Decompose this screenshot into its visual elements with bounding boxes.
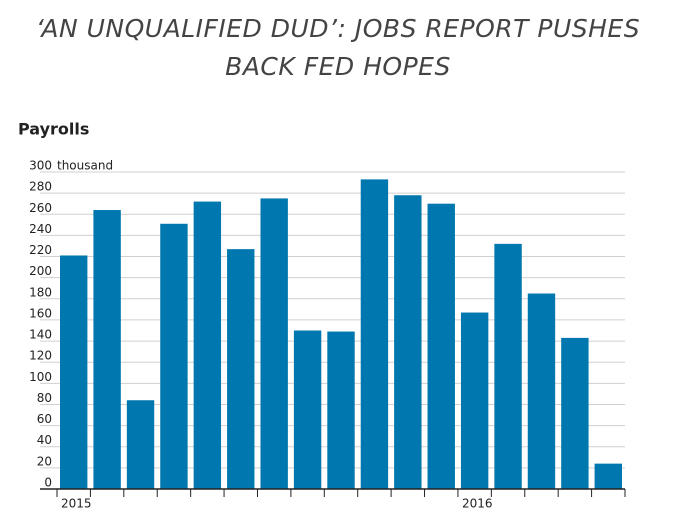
- bar: [327, 331, 355, 489]
- bar: [193, 201, 222, 489]
- bar: [561, 337, 589, 489]
- bar: [594, 463, 622, 489]
- y-tick-label: 40: [37, 433, 52, 447]
- chart-title: BACK FED HOPES: [225, 52, 451, 81]
- y-tick-label: 160: [29, 306, 52, 320]
- x-tick-label: 2016: [462, 497, 493, 511]
- bar: [260, 198, 288, 489]
- bar: [527, 293, 556, 489]
- y-tick-label: 100: [29, 370, 52, 384]
- bar: [494, 243, 522, 489]
- y-tick-label: 80: [37, 391, 52, 405]
- chart-title: ‘AN UNQUALIFIED DUD’: JOBS REPORT PUSHES: [36, 14, 640, 43]
- y-tick-label: 260: [29, 201, 52, 215]
- bar: [293, 330, 322, 489]
- bar: [160, 223, 188, 489]
- bar: [60, 255, 88, 489]
- y-tick-label: 120: [29, 349, 52, 363]
- chart-subtitle: Payrolls: [18, 120, 89, 139]
- y-tick-label: 240: [29, 222, 52, 236]
- y-tick-label: 200: [29, 264, 52, 278]
- y-tick-label: 300: [29, 159, 52, 173]
- y-tick-label: 220: [29, 243, 52, 257]
- bar: [227, 249, 255, 489]
- y-tick-label: 60: [37, 412, 52, 426]
- y-tick-label: 20: [37, 454, 52, 468]
- bar: [394, 195, 422, 489]
- bar: [360, 179, 389, 489]
- bar: [93, 210, 121, 490]
- y-tick-label: 0: [44, 476, 52, 490]
- bar: [427, 203, 455, 489]
- x-tick-label: 2015: [61, 497, 92, 511]
- y-tick-label: 280: [29, 180, 52, 194]
- unit-label: thousand: [57, 159, 113, 173]
- y-tick-label: 180: [29, 285, 52, 299]
- bar: [126, 400, 155, 489]
- y-tick-label: 140: [29, 328, 52, 342]
- bar: [460, 312, 489, 489]
